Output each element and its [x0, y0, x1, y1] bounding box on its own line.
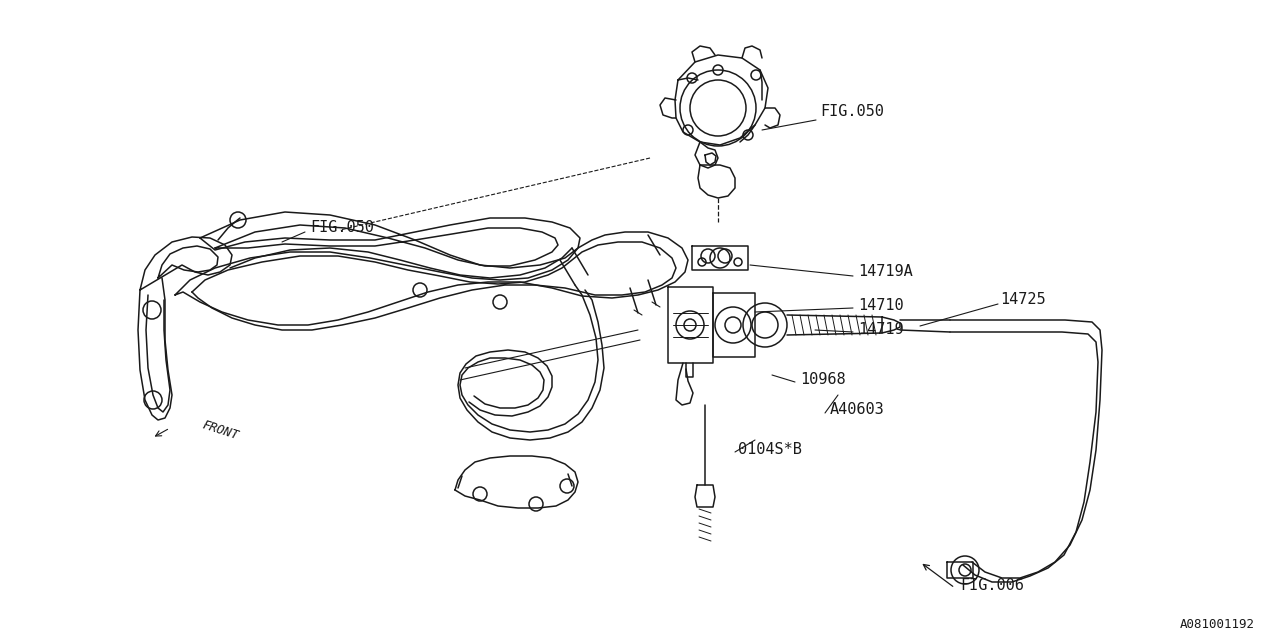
Text: FIG.006: FIG.006 [960, 577, 1024, 593]
Text: 10968: 10968 [800, 372, 846, 387]
Text: 14710: 14710 [858, 298, 904, 312]
Text: A081001192: A081001192 [1180, 618, 1254, 632]
Text: 14725: 14725 [1000, 292, 1046, 307]
Text: FIG.050: FIG.050 [820, 104, 884, 120]
Text: 0104S*B: 0104S*B [739, 442, 801, 458]
Text: 14719: 14719 [858, 323, 904, 337]
Text: FRONT: FRONT [201, 418, 241, 442]
Text: A40603: A40603 [829, 403, 884, 417]
Text: 14719A: 14719A [858, 264, 913, 280]
Text: FIG.050: FIG.050 [310, 221, 374, 236]
